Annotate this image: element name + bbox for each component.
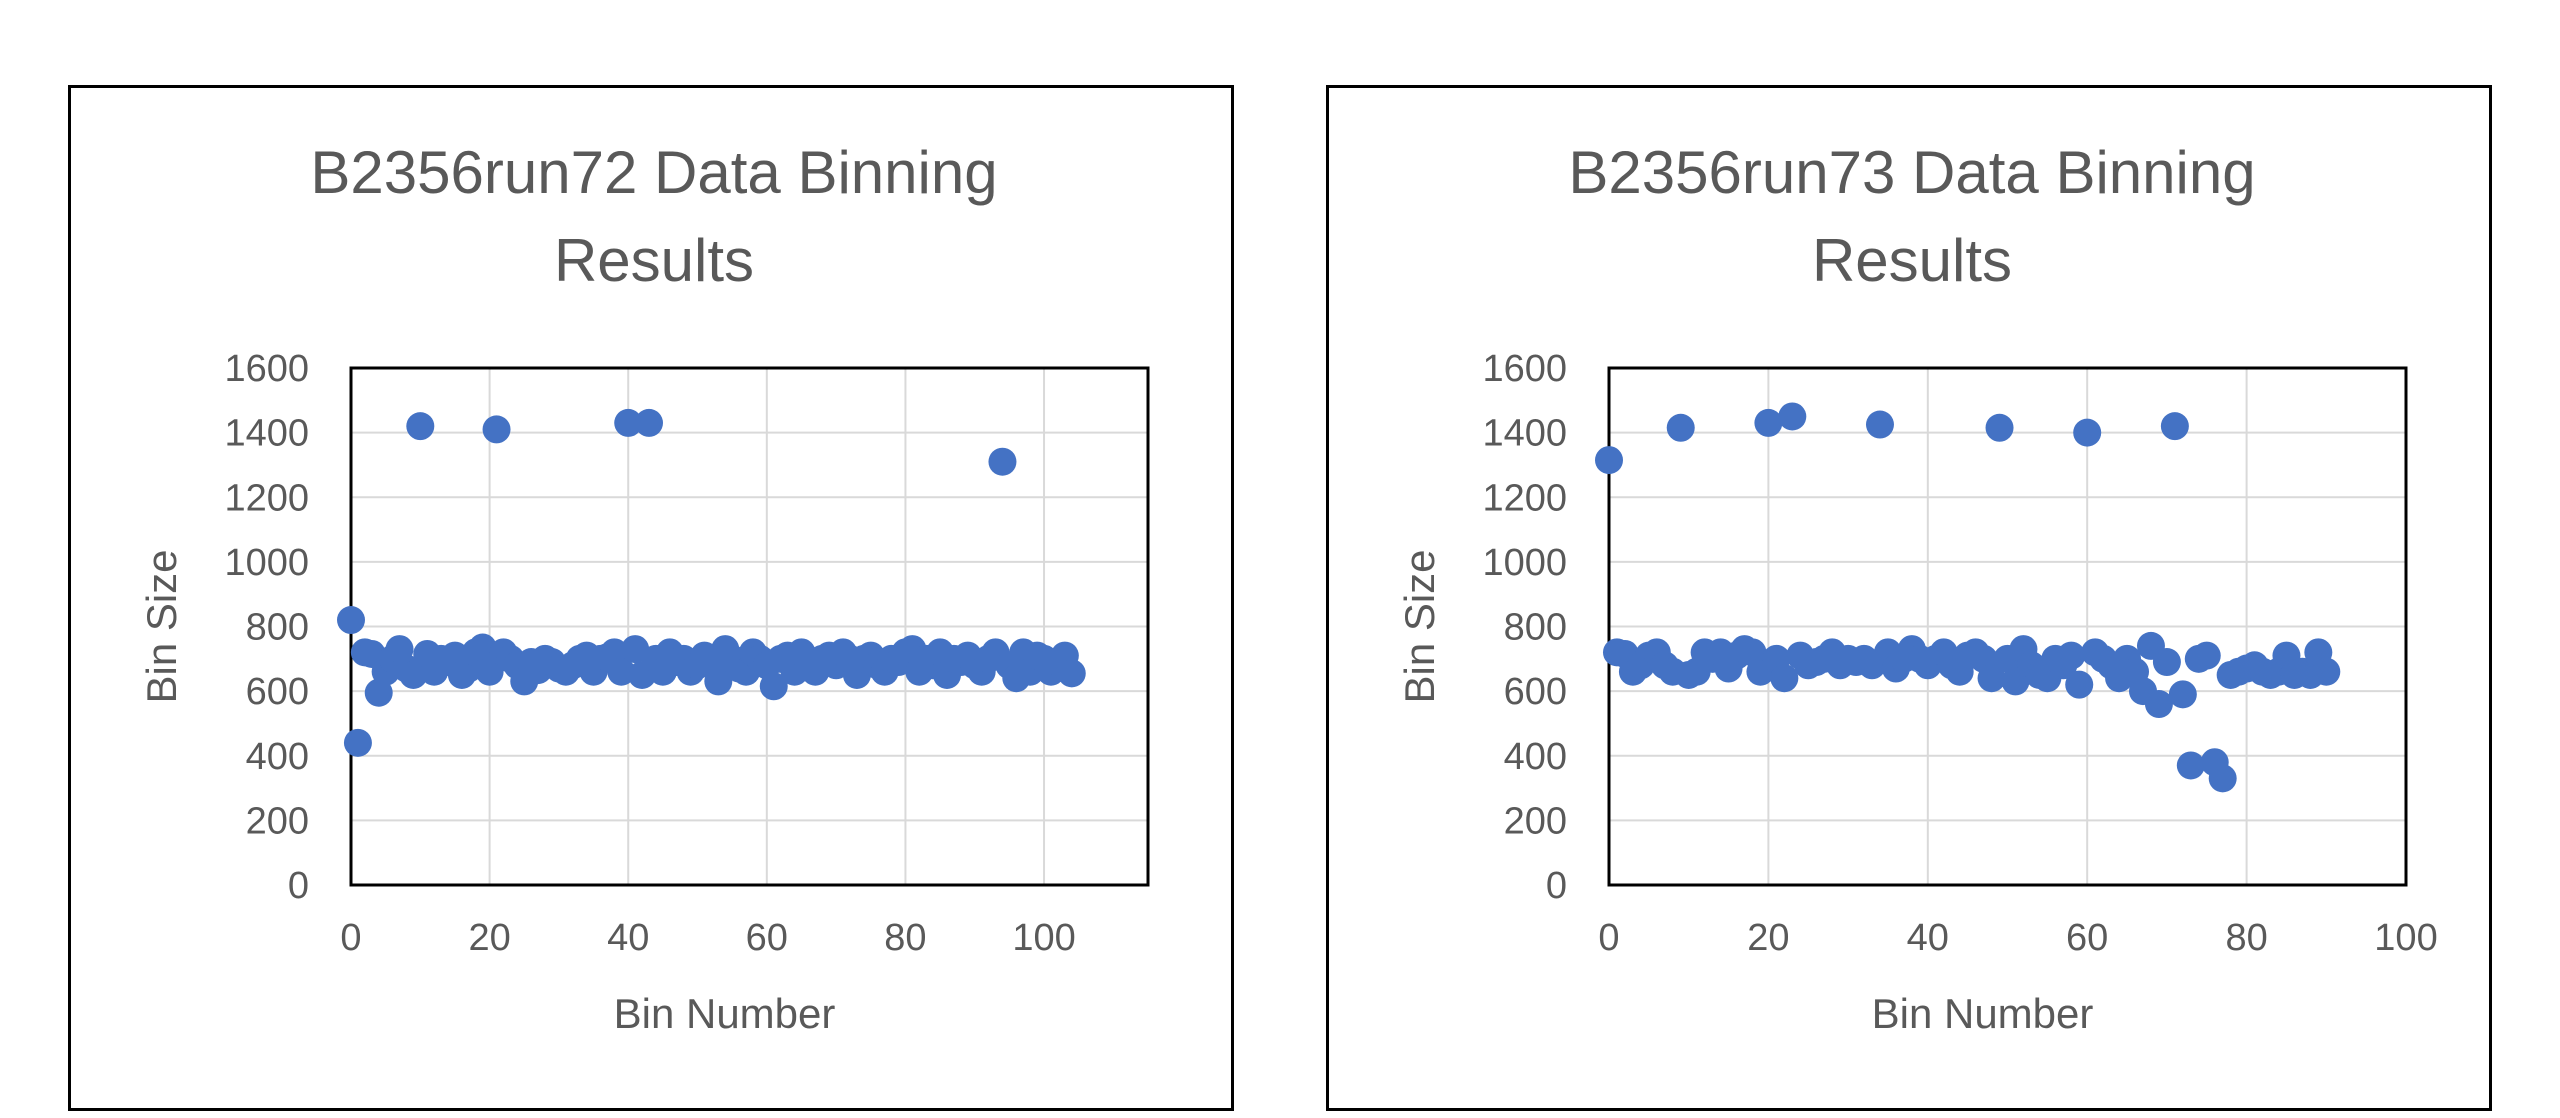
chart-panel-run72: B2356run72 Data Binning Results 0 200 400 600… [68,85,1234,1111]
scatter-chart-run73: B2356run73 Data BinningResults0200400600… [1396,139,2438,1037]
data-point [475,657,504,686]
chart-panel-run73: B2356run73 Data Binning Results 0 200 400 600… [1326,85,2492,1111]
x-tick-label: 60 [746,917,788,959]
plot-area-border [1607,366,2408,887]
x-tick-label: 0 [340,917,361,959]
data-point [1595,446,1623,475]
data-point [343,728,372,757]
chart-title-line: B2356run72 Data Binning [310,139,997,206]
y-tick-label: 800 [1504,607,1567,649]
x-tick-label: 0 [1598,917,1619,959]
chart-title-line: Results [1812,227,2012,294]
y-tick-label: 400 [1504,736,1567,778]
data-point [1770,664,1799,693]
data-point [759,672,788,701]
data-point [2152,648,2181,677]
data-point [2160,412,2189,441]
data-point [482,415,511,444]
data-point [2312,657,2341,686]
scatter-chart-run72: B2356run72 Data BinningResults0200400600… [138,139,1150,1037]
data-point [1057,659,1086,688]
x-tick-label: 40 [1907,917,1949,959]
y-axis-label: Bin Size [1396,549,1443,703]
x-axis-label: Bin Number [614,990,836,1037]
data-point [704,667,733,696]
y-tick-label: 0 [288,865,309,907]
data-point [2057,641,2086,670]
x-tick-label: 80 [884,917,926,959]
x-tick-label: 60 [2066,917,2108,959]
data-point [2144,690,2173,719]
data-point [2073,418,2102,447]
y-tick-label: 600 [1504,671,1567,713]
data-point [2208,764,2237,793]
chart-title-line: Results [554,227,754,294]
data-point [1985,413,2014,442]
data-point [2168,680,2197,709]
y-tick-label: 1600 [224,348,309,390]
data-point [635,408,664,437]
data-point [1977,664,2006,693]
x-axis-label: Bin Number [1872,990,2094,1037]
x-tick-label: 100 [1012,917,1075,959]
data-point [988,447,1017,476]
y-tick-label: 600 [246,671,309,713]
data-point [1778,402,1807,431]
y-tick-label: 200 [246,800,309,842]
y-tick-label: 200 [1504,800,1567,842]
data-point [614,408,643,437]
data-point [1754,408,1783,437]
x-tick-label: 20 [468,917,510,959]
data-point [1865,410,1894,439]
data-point [2065,670,2094,699]
x-tick-label: 80 [2225,917,2267,959]
data-point [364,678,393,707]
y-tick-label: 1200 [224,477,309,519]
data-point [2192,641,2221,670]
y-tick-label: 0 [1546,865,1567,907]
y-axis-label: Bin Size [138,549,185,703]
y-tick-label: 1200 [1482,477,1567,519]
y-tick-label: 1000 [1482,542,1567,584]
x-tick-label: 40 [607,917,649,959]
y-tick-label: 1600 [1482,348,1567,390]
data-point [406,412,435,441]
data-point [2176,751,2205,780]
x-tick-label: 100 [2374,917,2437,959]
data-point [607,657,636,686]
x-tick-label: 20 [1747,917,1789,959]
data-point [337,606,365,635]
y-tick-label: 1000 [224,542,309,584]
chart-title-line: B2356run73 Data Binning [1568,139,2255,206]
y-tick-label: 1400 [224,413,309,455]
y-tick-label: 1400 [1482,413,1567,455]
data-point [621,635,650,664]
y-tick-label: 400 [246,736,309,778]
data-point [399,660,428,689]
data-point [1666,413,1695,442]
y-tick-label: 800 [246,607,309,649]
